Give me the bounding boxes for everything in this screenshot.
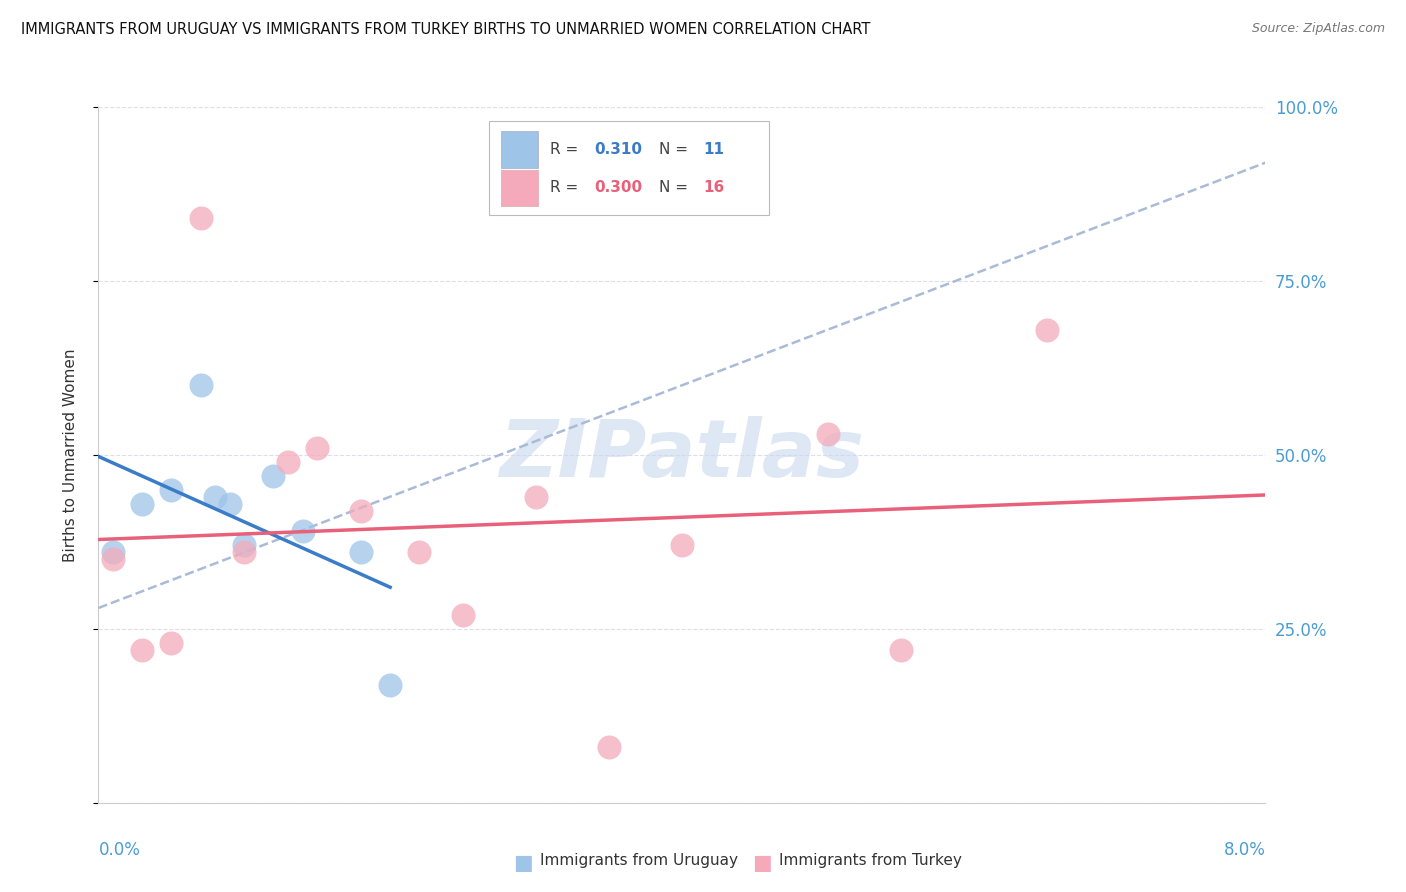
- Point: [408, 545, 430, 559]
- Text: ■: ■: [513, 853, 533, 873]
- Point: [307, 441, 329, 455]
- Point: [218, 497, 240, 511]
- Point: [190, 211, 212, 226]
- Point: [131, 497, 153, 511]
- Text: 11: 11: [703, 142, 724, 157]
- Point: [817, 427, 839, 442]
- Text: 8.0%: 8.0%: [1223, 841, 1265, 859]
- Point: [598, 740, 620, 755]
- Text: ■: ■: [752, 853, 772, 873]
- Text: 0.0%: 0.0%: [98, 841, 141, 859]
- Text: ZIPatlas: ZIPatlas: [499, 416, 865, 494]
- Point: [101, 545, 124, 559]
- Point: [524, 490, 547, 504]
- Point: [890, 642, 912, 657]
- Text: 0.300: 0.300: [595, 180, 643, 195]
- Text: Source: ZipAtlas.com: Source: ZipAtlas.com: [1251, 22, 1385, 36]
- Point: [233, 545, 256, 559]
- Point: [160, 483, 183, 497]
- Text: N =: N =: [658, 180, 692, 195]
- Point: [131, 642, 153, 657]
- Point: [233, 538, 256, 552]
- Text: IMMIGRANTS FROM URUGUAY VS IMMIGRANTS FROM TURKEY BIRTHS TO UNMARRIED WOMEN CORR: IMMIGRANTS FROM URUGUAY VS IMMIGRANTS FR…: [21, 22, 870, 37]
- Point: [291, 524, 314, 539]
- Point: [451, 607, 474, 622]
- Text: R =: R =: [550, 142, 583, 157]
- Text: R =: R =: [550, 180, 583, 195]
- Point: [190, 378, 212, 392]
- FancyBboxPatch shape: [489, 121, 769, 215]
- Point: [380, 677, 402, 691]
- Y-axis label: Births to Unmarried Women: Births to Unmarried Women: [63, 348, 77, 562]
- FancyBboxPatch shape: [501, 131, 538, 168]
- Text: Immigrants from Turkey: Immigrants from Turkey: [779, 853, 962, 868]
- FancyBboxPatch shape: [501, 169, 538, 206]
- Point: [671, 538, 693, 552]
- Point: [350, 545, 373, 559]
- Text: 16: 16: [703, 180, 724, 195]
- Text: 0.310: 0.310: [595, 142, 643, 157]
- Point: [262, 468, 284, 483]
- Text: Immigrants from Uruguay: Immigrants from Uruguay: [540, 853, 738, 868]
- Point: [350, 503, 373, 517]
- Point: [204, 490, 226, 504]
- Text: N =: N =: [658, 142, 692, 157]
- Point: [101, 552, 124, 566]
- Point: [277, 455, 299, 469]
- Point: [1035, 323, 1057, 337]
- Point: [160, 636, 183, 650]
